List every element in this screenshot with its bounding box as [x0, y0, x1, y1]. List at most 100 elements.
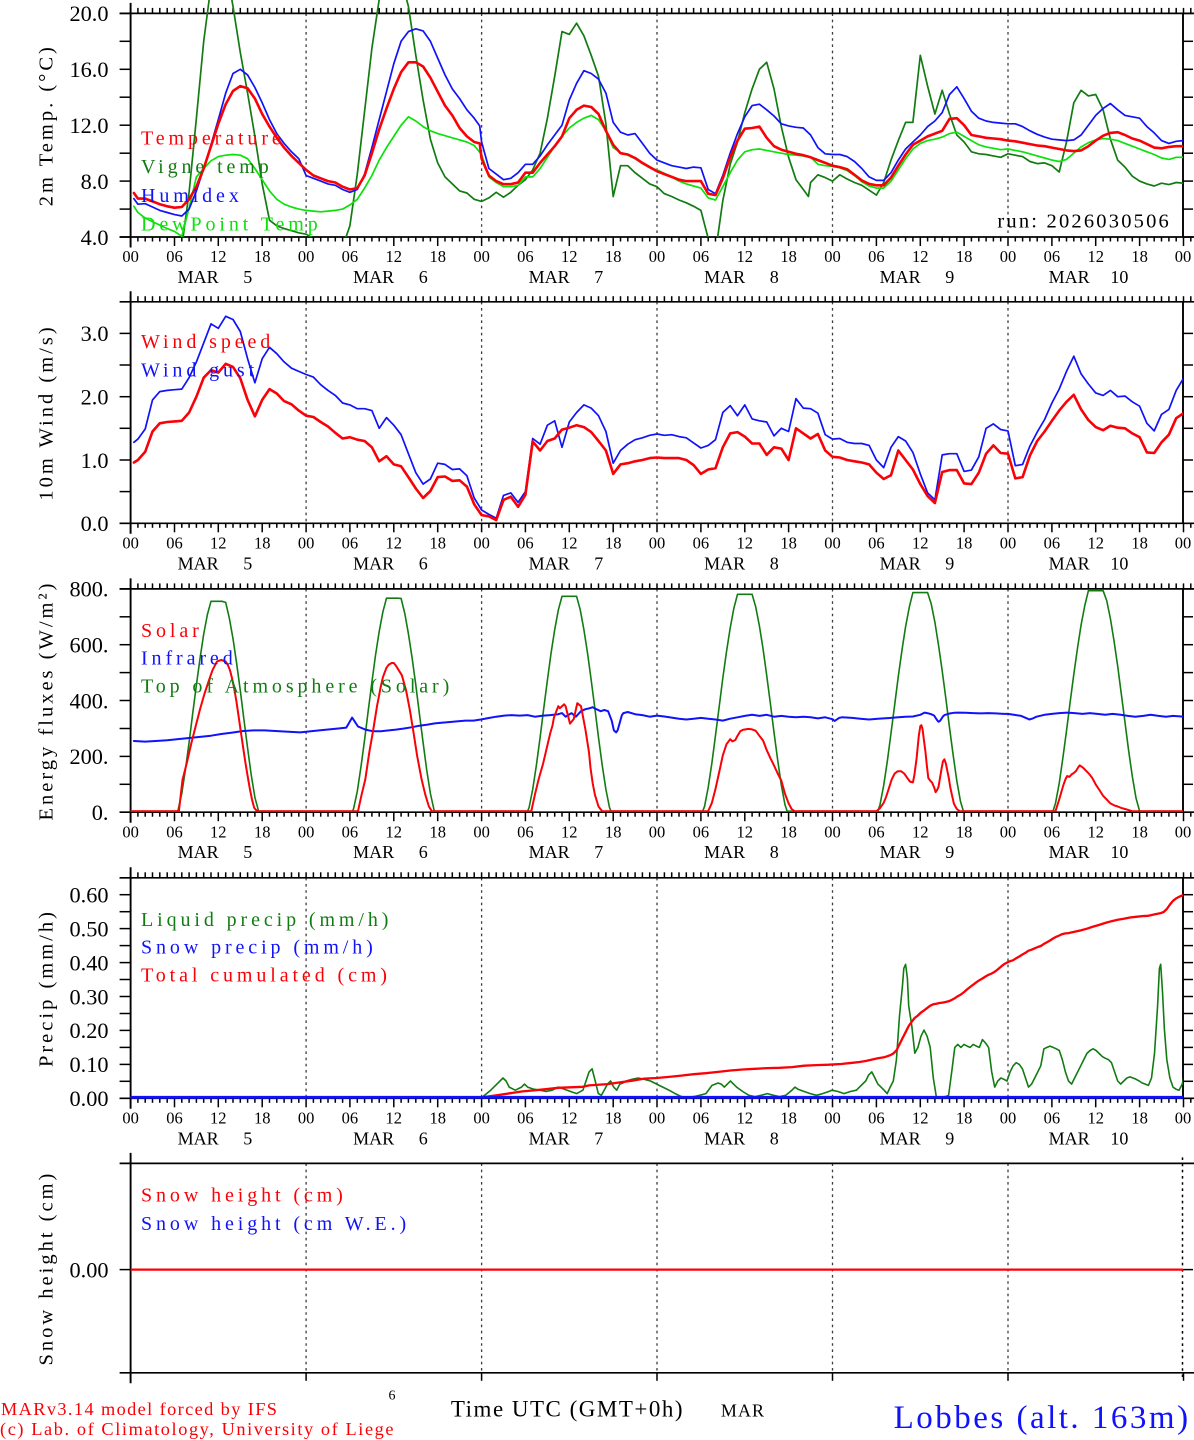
svg-text:00: 00 [649, 533, 666, 552]
svg-text:00: 00 [824, 533, 841, 552]
svg-text:12.0: 12.0 [69, 113, 108, 138]
svg-text:18: 18 [780, 822, 797, 841]
svg-text:06: 06 [693, 247, 710, 266]
svg-text:18: 18 [956, 1108, 973, 1127]
svg-text:5: 5 [243, 553, 252, 573]
svg-text:8.0: 8.0 [81, 169, 109, 194]
svg-text:Infrared: Infrared [141, 648, 237, 670]
svg-text:00: 00 [649, 247, 666, 266]
svg-text:3.0: 3.0 [81, 321, 109, 346]
svg-text:10m Wind (m/s): 10m Wind (m/s) [35, 324, 57, 500]
svg-text:18: 18 [780, 247, 797, 266]
svg-text:Temperature: Temperature [141, 128, 285, 150]
svg-text:MAR: MAR [1049, 1128, 1090, 1148]
svg-text:12: 12 [1087, 533, 1104, 552]
svg-text:06: 06 [1044, 533, 1061, 552]
svg-text:8: 8 [770, 1128, 779, 1148]
svg-text:MAR: MAR [178, 1128, 219, 1148]
svg-text:Lobbes (alt. 163m): Lobbes (alt. 163m) [894, 1400, 1191, 1436]
svg-text:16.0: 16.0 [69, 57, 108, 82]
svg-text:00: 00 [1175, 1108, 1192, 1127]
svg-text:00: 00 [1175, 247, 1192, 266]
svg-text:Energy fluxes (W/m²): Energy fluxes (W/m²) [35, 581, 57, 821]
svg-text:00: 00 [824, 1108, 841, 1127]
svg-text:6: 6 [419, 267, 428, 287]
svg-text:12: 12 [210, 822, 227, 841]
svg-text:12: 12 [1087, 247, 1104, 266]
svg-text:8: 8 [770, 553, 779, 573]
svg-text:06: 06 [868, 533, 885, 552]
svg-text:0.10: 0.10 [69, 1052, 108, 1077]
svg-text:00: 00 [1000, 247, 1017, 266]
svg-text:00: 00 [824, 822, 841, 841]
svg-text:00: 00 [1000, 1108, 1017, 1127]
svg-text:06: 06 [517, 247, 534, 266]
svg-text:1.0: 1.0 [81, 448, 109, 473]
svg-text:18: 18 [254, 533, 271, 552]
svg-text:00: 00 [824, 247, 841, 266]
svg-text:Wind gust: Wind gust [141, 360, 258, 382]
svg-text:06: 06 [342, 822, 359, 841]
svg-text:10: 10 [1110, 842, 1128, 862]
svg-text:MAR: MAR [529, 842, 570, 862]
svg-text:MAR: MAR [353, 1128, 394, 1148]
svg-text:18: 18 [429, 1108, 446, 1127]
svg-text:run: 2026030506: run: 2026030506 [997, 211, 1171, 233]
svg-text:0.00: 0.00 [69, 1257, 108, 1282]
svg-text:12: 12 [386, 247, 403, 266]
svg-text:18: 18 [254, 1108, 271, 1127]
svg-text:MAR: MAR [880, 842, 921, 862]
svg-text:18: 18 [1131, 1108, 1148, 1127]
svg-text:600.: 600. [69, 633, 108, 658]
svg-text:DewPoint Temp: DewPoint Temp [141, 213, 322, 235]
svg-text:06: 06 [342, 247, 359, 266]
svg-text:MAR: MAR [1049, 553, 1090, 573]
svg-text:0.50: 0.50 [69, 916, 108, 941]
svg-text:00: 00 [122, 247, 139, 266]
svg-text:00: 00 [473, 533, 490, 552]
svg-text:8: 8 [770, 842, 779, 862]
svg-text:12: 12 [912, 247, 929, 266]
svg-text:MAR: MAR [1049, 842, 1090, 862]
svg-text:0.20: 0.20 [69, 1018, 108, 1043]
svg-text:Liquid precip (mm/h): Liquid precip (mm/h) [141, 909, 392, 931]
svg-text:6: 6 [419, 1128, 428, 1148]
svg-text:12: 12 [737, 1108, 754, 1127]
svg-text:00: 00 [298, 822, 315, 841]
svg-text:06: 06 [517, 533, 534, 552]
svg-text:MAR: MAR [704, 553, 745, 573]
svg-text:06: 06 [868, 247, 885, 266]
svg-text:12: 12 [386, 1108, 403, 1127]
svg-text:12: 12 [912, 1108, 929, 1127]
svg-text:MAR: MAR [721, 1401, 765, 1421]
svg-text:00: 00 [122, 1108, 139, 1127]
svg-text:06: 06 [868, 822, 885, 841]
svg-text:MAR: MAR [353, 842, 394, 862]
svg-text:Vigne temp: Vigne temp [141, 156, 273, 178]
svg-text:Humidex: Humidex [141, 185, 243, 207]
svg-text:00: 00 [473, 247, 490, 266]
svg-text:MAR: MAR [880, 267, 921, 287]
svg-text:00: 00 [649, 1108, 666, 1127]
svg-text:Solar: Solar [141, 620, 203, 642]
svg-text:MAR: MAR [529, 553, 570, 573]
svg-text:12: 12 [210, 1108, 227, 1127]
svg-text:20.0: 20.0 [69, 1, 108, 26]
svg-text:0.40: 0.40 [69, 950, 108, 975]
svg-text:00: 00 [1175, 822, 1192, 841]
svg-text:0.0: 0.0 [81, 511, 109, 536]
svg-text:MAR: MAR [353, 267, 394, 287]
svg-text:06: 06 [1044, 247, 1061, 266]
svg-text:00: 00 [1000, 533, 1017, 552]
svg-text:06: 06 [342, 1108, 359, 1127]
svg-text:MAR: MAR [178, 553, 219, 573]
svg-text:12: 12 [210, 533, 227, 552]
svg-text:9: 9 [945, 267, 954, 287]
svg-text:18: 18 [605, 822, 622, 841]
svg-text:06: 06 [693, 533, 710, 552]
svg-text:9: 9 [945, 553, 954, 573]
svg-text:Time UTC (GMT+0h): Time UTC (GMT+0h) [451, 1397, 684, 1422]
svg-text:5: 5 [243, 267, 252, 287]
svg-text:00: 00 [298, 533, 315, 552]
svg-text:6: 6 [419, 553, 428, 573]
